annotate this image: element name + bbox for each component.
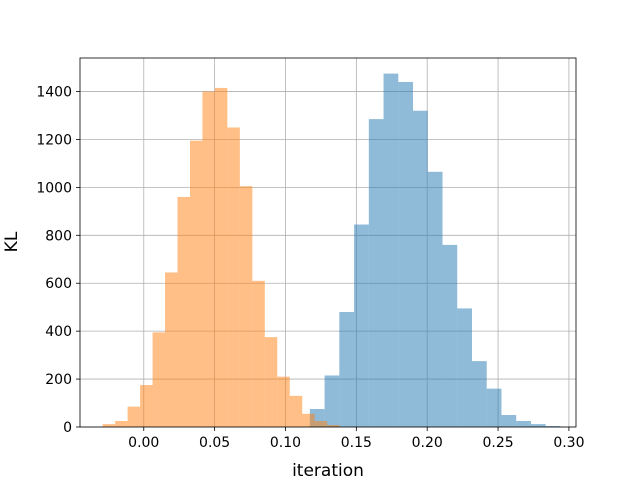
histogram-bar: [501, 415, 517, 427]
plot-frame: [79, 57, 577, 428]
y-axis-label: KL: [2, 231, 22, 252]
histogram-bar: [354, 224, 369, 427]
histogram-bar: [530, 424, 546, 427]
histogram-bar: [152, 332, 166, 427]
y-tick-label: 0: [63, 420, 72, 436]
histogram-bar: [140, 385, 153, 427]
x-axis-label: iteration: [292, 461, 364, 480]
histogram-bar: [264, 337, 278, 427]
histogram-bar: [398, 81, 414, 428]
y-tick-label: 1400: [36, 85, 72, 101]
y-tick-label: 1200: [36, 132, 72, 148]
x-axis-ticks: 0.00 0.05 0.10 0.15 0.20 0.25 0.30: [128, 427, 585, 451]
histogram-bar: [442, 244, 458, 427]
histogram-bar: [127, 406, 141, 427]
histogram-bars: [102, 73, 561, 428]
histogram-bar: [516, 421, 531, 427]
histogram-bar: [383, 73, 399, 427]
histogram-bar: [339, 311, 355, 427]
y-tick-label: 600: [45, 276, 72, 292]
histogram-bar: [165, 272, 178, 427]
histogram-bar: [471, 361, 487, 427]
histogram-bar: [314, 421, 328, 427]
histogram-bar: [189, 140, 203, 427]
y-tick-label: 800: [45, 228, 72, 244]
histogram-bar: [302, 413, 315, 427]
x-tick-label: 0.15: [341, 435, 372, 451]
histogram-bar: [214, 87, 228, 428]
y-tick-label: 400: [45, 324, 72, 340]
histogram-bar: [427, 171, 443, 427]
x-tick-label: 0.10: [270, 435, 301, 451]
histogram-bar: [368, 119, 384, 427]
histogram-bar: [289, 395, 303, 427]
histogram-series-1: [309, 73, 561, 428]
y-axis-ticks: 0 200 400 600 800 1000 1200 1400: [36, 85, 80, 436]
histogram-bar: [115, 421, 128, 427]
histogram-bar: [227, 127, 240, 428]
histogram-bar: [324, 375, 340, 427]
x-tick-label: 0.25: [482, 435, 513, 451]
histogram-series-2: [102, 87, 340, 428]
y-tick-label: 1000: [36, 180, 72, 196]
histogram-bar: [202, 91, 215, 427]
y-tick-label: 200: [45, 372, 72, 388]
x-tick-label: 0.05: [199, 435, 230, 451]
histogram-bar: [457, 308, 472, 427]
x-tick-label: 0.30: [553, 435, 584, 451]
histogram-bar: [327, 425, 340, 427]
histogram-bar: [252, 280, 265, 427]
histogram-bar: [239, 186, 253, 427]
histogram-bar: [177, 196, 190, 427]
histogram-bar: [545, 426, 561, 427]
x-tick-label: 0.00: [128, 435, 159, 451]
histogram-bar: [102, 424, 116, 427]
histogram-bar: [277, 376, 290, 427]
histogram-bar: [486, 388, 502, 427]
x-tick-label: 0.20: [412, 435, 443, 451]
histogram-bar: [413, 110, 428, 427]
